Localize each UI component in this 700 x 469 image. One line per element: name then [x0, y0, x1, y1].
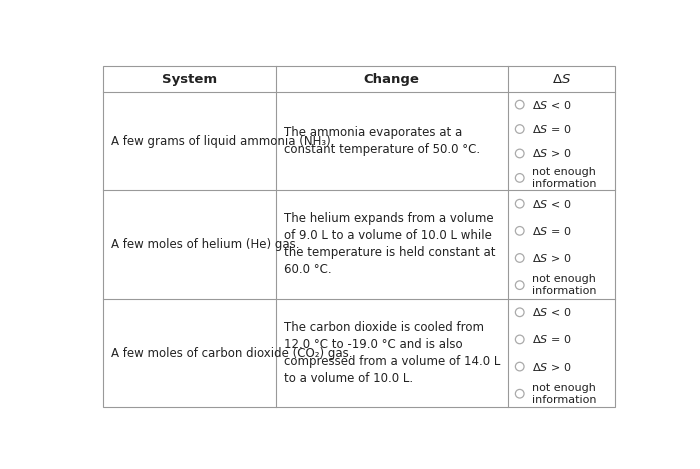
Text: The carbon dioxide is cooled from
12.0 °C to -19.0 °C and is also
compressed fro: The carbon dioxide is cooled from 12.0 °… — [284, 321, 500, 385]
Text: $\Delta S$ < 0: $\Delta S$ < 0 — [531, 306, 571, 318]
Text: $\Delta S$ < 0: $\Delta S$ < 0 — [531, 198, 571, 210]
Text: $\Delta S$ < 0: $\Delta S$ < 0 — [531, 98, 571, 111]
Text: The helium expands from a volume
of 9.0 L to a volume of 10.0 L while
the temper: The helium expands from a volume of 9.0 … — [284, 212, 496, 276]
Text: $\Delta S$: $\Delta S$ — [552, 73, 570, 86]
Text: The ammonia evaporates at a
constant temperature of 50.0 °C.: The ammonia evaporates at a constant tem… — [284, 126, 480, 156]
Text: $\Delta S$ > 0: $\Delta S$ > 0 — [531, 252, 571, 264]
Text: A few moles of helium (He) gas.: A few moles of helium (He) gas. — [111, 238, 300, 251]
Text: $\Delta S$ > 0: $\Delta S$ > 0 — [531, 147, 571, 159]
Text: $\Delta S$ = 0: $\Delta S$ = 0 — [531, 123, 571, 135]
Text: not enough
information: not enough information — [531, 166, 596, 189]
Text: not enough
information: not enough information — [531, 274, 596, 296]
Text: Change: Change — [364, 73, 420, 86]
Text: not enough
information: not enough information — [531, 383, 596, 405]
Text: A few grams of liquid ammonia (NH₃).: A few grams of liquid ammonia (NH₃). — [111, 135, 335, 148]
Text: A few moles of carbon dioxide (CO₂) gas.: A few moles of carbon dioxide (CO₂) gas. — [111, 347, 352, 360]
Text: $\Delta S$ = 0: $\Delta S$ = 0 — [531, 225, 571, 237]
Text: System: System — [162, 73, 217, 86]
Text: $\Delta S$ > 0: $\Delta S$ > 0 — [531, 361, 571, 372]
Text: $\Delta S$ = 0: $\Delta S$ = 0 — [531, 333, 571, 346]
